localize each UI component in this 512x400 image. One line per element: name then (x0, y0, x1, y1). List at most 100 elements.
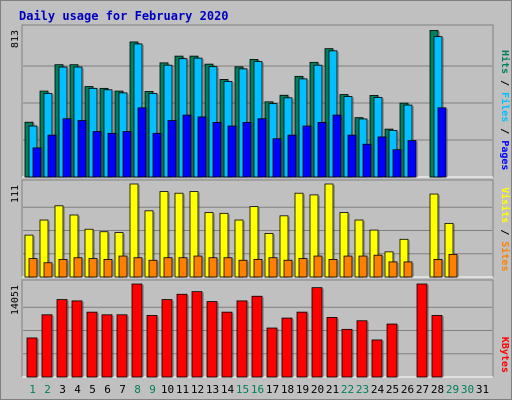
bar-shadow (266, 119, 268, 177)
x-tick-label-day-11: 11 (176, 383, 189, 396)
x-tick-label-day-12: 12 (191, 383, 204, 396)
bar-shadow (303, 194, 305, 277)
panel-visits-sites: 111 Visits / Sites (10, 179, 511, 278)
x-tick-label-day-9: 9 (149, 383, 156, 396)
bar-pages-day-25 (392, 149, 402, 178)
bar-shadow (63, 206, 65, 277)
bar-shadow (146, 108, 148, 177)
bar-shadow (416, 141, 418, 177)
series-label-visits: Visits (499, 187, 511, 223)
y-max-label: 14051 (10, 285, 21, 315)
bar-shadow (247, 301, 249, 377)
bar-pages-day-12 (197, 116, 207, 178)
panel-hits-files-pages: 813 Hits / Files / Pages (10, 24, 511, 178)
bar-pages-day-20 (317, 121, 327, 178)
bar-shadow (408, 240, 410, 277)
bar-shadow (228, 214, 230, 277)
bar-shadow (97, 313, 99, 377)
bar-pages-day-2 (47, 134, 57, 178)
bar-shadow (438, 195, 440, 277)
bar-shadow (48, 221, 50, 277)
label-separator: / (499, 74, 510, 92)
bar-kbytes-day-5 (86, 311, 98, 378)
x-tick-label-day-30: 30 (461, 383, 474, 396)
bar-shadow (382, 340, 384, 377)
x-tick-label-day-18: 18 (281, 383, 294, 396)
bar-kbytes-day-13 (206, 301, 218, 378)
bar-kbytes-day-25 (386, 323, 398, 378)
x-tick-label-day-2: 2 (44, 383, 51, 396)
bar-kbytes-day-7 (116, 314, 128, 378)
bar-shadow (123, 233, 125, 277)
series-label-sites: Sites (499, 241, 511, 271)
label-separator: / (499, 223, 510, 241)
bar-pages-day-17 (272, 138, 282, 178)
bar-shadow (367, 257, 369, 277)
bar-shadow (153, 211, 155, 277)
bar-sites-day-9 (148, 259, 158, 278)
bar-pages-day-5 (92, 131, 102, 178)
right-axis-label: KBytes (499, 337, 510, 373)
bar-sites-day-20 (313, 255, 323, 278)
bar-shadow (412, 262, 414, 277)
bar-shadow (206, 117, 208, 177)
x-tick-label-day-21: 21 (326, 383, 339, 396)
bar-pages-day-8 (137, 107, 147, 178)
x-tick-label-day-24: 24 (371, 383, 385, 396)
x-tick-label-day-1: 1 (29, 383, 36, 396)
bar-shadow (352, 330, 354, 377)
bar-sites-day-18 (283, 259, 293, 278)
bar-shadow (172, 258, 174, 277)
bar-shadow (378, 231, 380, 277)
bar-shadow (142, 258, 144, 277)
bar-sites-day-14 (223, 257, 233, 278)
bar-pages-day-26 (407, 140, 417, 178)
bar-shadow (41, 148, 43, 177)
bar-kbytes-day-2 (41, 314, 53, 378)
right-axis-label: Visits / Sites (499, 187, 511, 271)
bar-shadow (78, 216, 80, 277)
x-tick-label-day-27: 27 (416, 383, 429, 396)
bar-shadow (442, 37, 444, 178)
bar-pages-day-16 (257, 118, 267, 178)
bar-shadow (292, 261, 294, 277)
bar-kbytes-day-22 (341, 328, 353, 378)
bar-shadow (97, 259, 99, 277)
bar-sites-day-17 (268, 257, 278, 278)
x-tick-label-day-31: 31 (476, 383, 489, 396)
bar-sites-day-21 (328, 259, 338, 278)
bar-pages-day-15 (242, 121, 252, 178)
bar-shadow (401, 150, 403, 177)
bar-shadow (157, 261, 159, 277)
bar-shadow (273, 234, 275, 277)
bar-shadow (108, 232, 110, 277)
label-separator: / (499, 122, 510, 140)
bar-sites-day-5 (88, 258, 98, 278)
bar-sites-day-4 (73, 257, 83, 278)
bar-sites-day-19 (298, 258, 308, 278)
bar-kbytes-day-17 (266, 327, 278, 378)
bar-shadow (187, 258, 189, 277)
bar-sites-day-7 (118, 255, 128, 278)
bar-shadow (127, 257, 129, 277)
x-tick-label-day-26: 26 (401, 383, 414, 396)
bar-shadow (232, 258, 234, 277)
y-max-label: 813 (10, 30, 21, 48)
x-tick-label-day-15: 15 (236, 383, 249, 396)
x-tick-label-day-3: 3 (59, 383, 66, 396)
x-tick-label-day-8: 8 (134, 383, 141, 396)
bar-shadow (138, 185, 140, 277)
bar-pages-day-23 (362, 143, 372, 178)
series-label-pages: Pages (499, 140, 510, 170)
bar-shadow (281, 139, 283, 177)
bar-pages-day-22 (347, 134, 357, 178)
bar-kbytes-day-16 (251, 295, 263, 378)
bar-pages-day-10 (167, 120, 177, 178)
x-tick-label-day-5: 5 (89, 383, 96, 396)
x-tick-label-day-29: 29 (446, 383, 459, 396)
bar-shadow (262, 260, 264, 277)
bar-kbytes-day-18 (281, 317, 293, 378)
bar-shadow (446, 108, 448, 177)
bar-sites-day-2 (43, 262, 53, 278)
